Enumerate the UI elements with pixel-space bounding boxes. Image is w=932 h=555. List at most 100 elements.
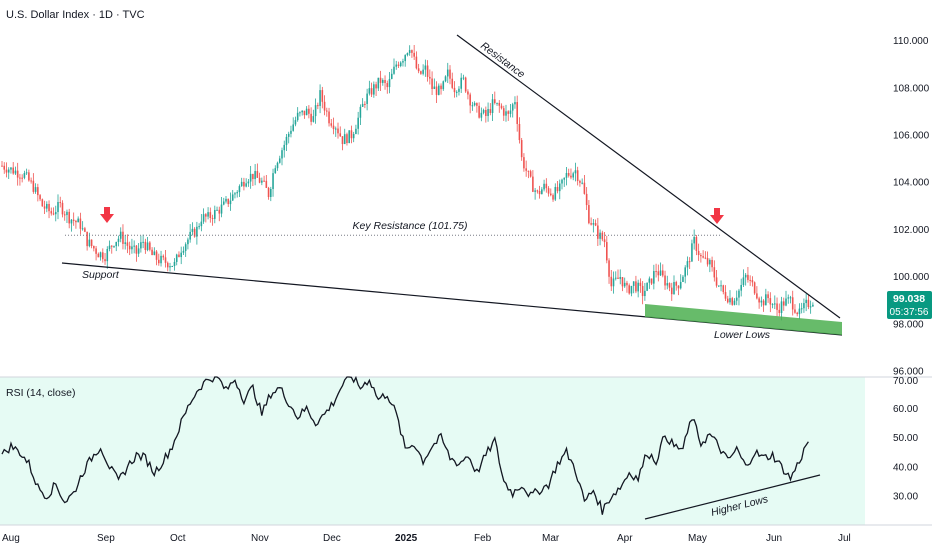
rsi-tick: 40.00 [893,462,918,473]
candle [435,81,438,103]
candle [399,61,402,68]
candle [135,245,138,262]
candle [402,58,404,67]
candle [191,222,194,236]
candle [516,95,518,132]
candle [563,177,566,187]
candle [704,251,707,260]
candle [478,102,480,119]
candle [361,98,364,108]
candle [588,200,590,225]
candle [166,261,169,272]
candle [386,80,389,94]
candle [740,278,742,297]
candle [679,274,682,290]
candle [489,103,492,116]
candle [688,257,691,269]
candle [301,110,303,116]
candle [326,107,328,117]
candle [789,295,792,304]
candle [41,198,44,207]
candle [670,282,673,301]
chart-title: U.S. Dollar Index · 1D · TVC [6,9,145,21]
candle [509,103,512,118]
candle [440,83,442,95]
time-tick: Jul [838,533,851,544]
candle [115,241,118,252]
candle [108,240,111,252]
candle [415,51,418,70]
candle [171,265,174,268]
price-tick: 104.000 [893,178,930,189]
rsi-tick: 50.00 [893,433,918,444]
candle [731,296,734,306]
candle [471,101,474,111]
candle [155,249,158,266]
candle [747,266,749,283]
candle [337,122,339,139]
candle [558,179,561,200]
candle [787,294,790,304]
candle [583,174,586,195]
candle [229,192,232,211]
candle [617,269,619,279]
price-tick: 98.000 [893,319,924,330]
candle [99,251,102,261]
candle [756,286,758,300]
candle [281,147,283,166]
candle [214,205,216,224]
candle [780,296,783,321]
candle [32,173,35,194]
candle [706,251,709,267]
candle [93,245,95,252]
candle [227,198,230,208]
candle [198,223,200,230]
candle [726,295,729,304]
candle [158,253,160,266]
candle [413,44,415,60]
candle [225,196,227,204]
candle [718,285,720,288]
candle [321,86,324,109]
candle [236,190,238,198]
candle [612,271,615,294]
candle [762,299,765,312]
candle [124,234,126,250]
candle [518,117,521,144]
candle [590,217,592,226]
candle [355,124,357,135]
candle [283,140,286,158]
candle [86,231,88,251]
candle [422,64,424,76]
candle [234,191,236,199]
candle [464,76,467,93]
candle [368,80,371,96]
candle [140,235,142,253]
candle [379,70,382,92]
candle [222,197,225,206]
candle [738,288,740,306]
candle [308,105,310,119]
candle [182,246,185,255]
time-tick: Apr [617,533,633,544]
candle [769,292,772,313]
candle [231,189,234,201]
candle [682,274,684,283]
candle [774,295,776,310]
candle [646,282,648,292]
candle [715,270,718,288]
candle [664,270,666,290]
candle [133,240,135,254]
candle [1,161,3,167]
candle [655,263,657,278]
candle [500,103,503,110]
candle [411,49,413,58]
candle [469,92,471,114]
candle [520,137,523,161]
candle [328,107,330,127]
candle [249,165,252,189]
candle [77,216,79,223]
candle [314,98,317,124]
candle [720,280,722,292]
